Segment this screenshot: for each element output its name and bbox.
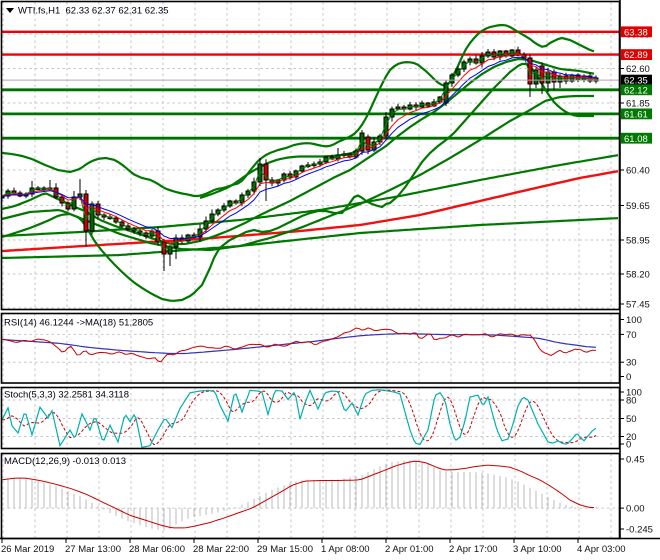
svg-text:1 Apr 08:00: 1 Apr 08:00 [321, 544, 370, 555]
svg-text:57.45: 57.45 [626, 300, 650, 311]
svg-text:2 Apr 01:00: 2 Apr 01:00 [385, 544, 434, 555]
svg-text:61.61: 61.61 [624, 110, 648, 121]
svg-text:-0.245: -0.245 [626, 525, 653, 536]
svg-text:62.35: 62.35 [624, 76, 648, 87]
svg-text:61.85: 61.85 [626, 99, 650, 110]
svg-text:62.60: 62.60 [626, 64, 650, 75]
svg-text:63.38: 63.38 [624, 27, 648, 38]
svg-text:0: 0 [626, 440, 631, 451]
svg-text:2 Apr 17:00: 2 Apr 17:00 [449, 544, 498, 555]
svg-text:27 Mar 13:00: 27 Mar 13:00 [65, 544, 121, 555]
svg-text:61.08: 61.08 [624, 134, 648, 145]
svg-text:4 Apr 03:00: 4 Apr 03:00 [577, 544, 626, 555]
svg-text:0: 0 [626, 372, 631, 383]
svg-text:MACD(12,26,9) -0.013 0.013: MACD(12,26,9) -0.013 0.013 [4, 456, 126, 467]
svg-text:0.00: 0.00 [626, 504, 645, 515]
svg-text:62.89: 62.89 [624, 50, 648, 61]
svg-text:20: 20 [626, 432, 637, 443]
svg-text:30: 30 [626, 358, 637, 369]
svg-text:80: 80 [626, 396, 637, 407]
svg-text:60.40: 60.40 [626, 166, 650, 177]
svg-text:29 Mar 15:00: 29 Mar 15:00 [257, 544, 313, 555]
svg-text:62.12: 62.12 [624, 85, 648, 96]
svg-text:58.20: 58.20 [626, 270, 650, 281]
svg-text:Stoch(5,3,3) 32.2581 34.3118: Stoch(5,3,3) 32.2581 34.3118 [4, 390, 129, 401]
svg-text:50: 50 [626, 414, 637, 425]
svg-text:0.45: 0.45 [626, 455, 645, 466]
svg-text:58.95: 58.95 [626, 236, 650, 247]
svg-text:100: 100 [626, 315, 642, 326]
svg-text:28 Mar 22:00: 28 Mar 22:00 [193, 544, 249, 555]
svg-text:70: 70 [626, 330, 637, 341]
svg-text:3 Apr 10:00: 3 Apr 10:00 [513, 544, 562, 555]
svg-text:28 Mar 06:00: 28 Mar 06:00 [129, 544, 185, 555]
svg-text:59.65: 59.65 [626, 201, 650, 212]
svg-text:WTI.fs,H1 62.33 62.37 62.31 6: WTI.fs,H1 62.33 62.37 62.31 62.35 [18, 6, 169, 17]
svg-text:100: 100 [626, 388, 642, 399]
svg-text:RSI(14) 46.1244 ->MA(18) 51.2: RSI(14) 46.1244 ->MA(18) 51.2805 [4, 318, 153, 329]
svg-text:26 Mar 2019: 26 Mar 2019 [1, 544, 54, 555]
